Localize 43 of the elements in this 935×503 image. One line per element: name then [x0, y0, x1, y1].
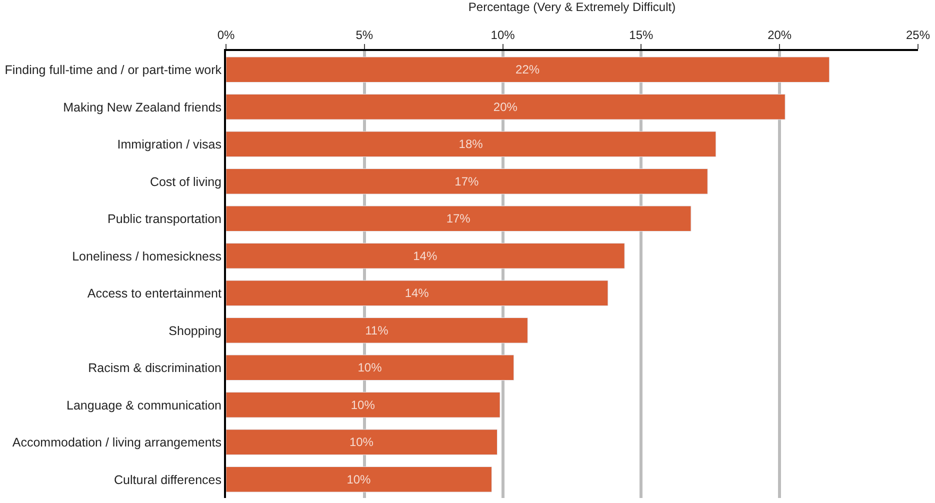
- data-label: 10%: [346, 472, 372, 486]
- y-tick-label: Cultural differences: [114, 472, 222, 487]
- x-tick-label: 25%: [906, 28, 930, 42]
- y-tick-label: Language & communication: [66, 398, 222, 412]
- y-tick-label: Cost of living: [150, 174, 222, 189]
- x-tick-label: 0%: [217, 28, 235, 42]
- x-tick-label: 15%: [629, 28, 654, 42]
- data-label: 14%: [404, 286, 430, 300]
- bar: [226, 94, 786, 120]
- data-label: 10%: [358, 360, 382, 375]
- bar: [226, 242, 625, 269]
- data-label: 18%: [458, 137, 484, 152]
- y-tick-label: Finding full-time and / or part-time work: [4, 63, 222, 78]
- x-tick-label: 10%: [490, 28, 516, 42]
- y-tick-label: Racism & discrimination: [88, 361, 222, 376]
- data-label: 14%: [413, 248, 438, 263]
- bar: [226, 317, 528, 344]
- bar: [226, 354, 514, 381]
- bar: [226, 56, 830, 83]
- bar: [226, 392, 500, 418]
- data-label: 17%: [454, 174, 479, 188]
- x-tick-label: 20%: [768, 28, 792, 42]
- y-tick-label: Public transportation: [108, 212, 222, 226]
- y-tick-label: Accommodation / living arrangements: [12, 436, 222, 450]
- x-axis-title: Percentage (Very & Extremely Difficult): [468, 0, 676, 14]
- y-tick-label: Shopping: [168, 324, 222, 338]
- bar: [226, 206, 692, 232]
- bar: [226, 131, 716, 158]
- bar: [226, 466, 492, 492]
- bar: [226, 429, 498, 456]
- data-label: 10%: [350, 398, 376, 412]
- y-tick-label: Access to entertainment: [87, 286, 222, 301]
- x-tick-label: 5%: [356, 28, 374, 42]
- y-tick-label: Loneliness / homesickness: [72, 249, 222, 264]
- bar: [226, 280, 608, 306]
- data-label: 10%: [349, 435, 374, 450]
- data-label: 11%: [365, 323, 389, 338]
- data-label: 20%: [493, 100, 518, 114]
- data-label: 17%: [446, 212, 471, 226]
- bar: [226, 168, 708, 194]
- y-tick-label: Immigration / visas: [117, 138, 222, 152]
- y-tick-label: Making New Zealand friends: [63, 100, 222, 114]
- data-label: 22%: [516, 62, 540, 77]
